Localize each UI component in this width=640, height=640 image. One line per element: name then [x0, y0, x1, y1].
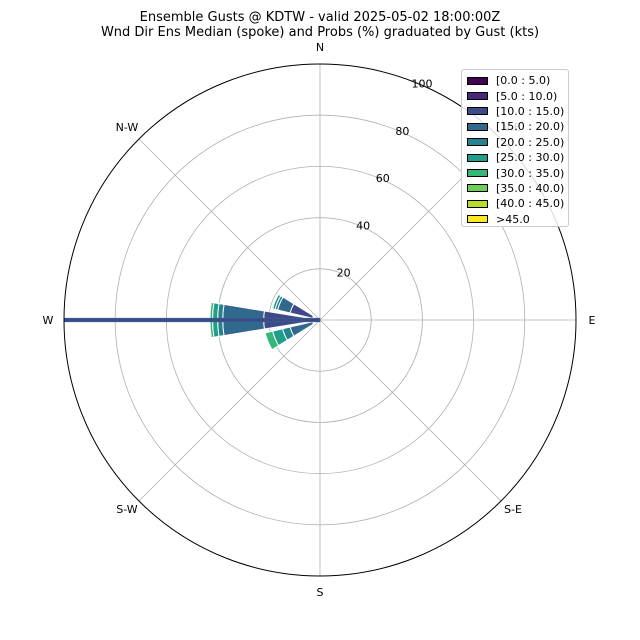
median-spoke-bar	[63, 317, 321, 323]
plot-frame	[63, 63, 577, 577]
legend-entry: [10.0 : 15.0)	[467, 104, 568, 119]
legend-label: [30.0 : 35.0)	[496, 166, 565, 180]
legend-swatch	[467, 138, 488, 147]
legend-label: [20.0 : 25.0)	[496, 135, 565, 149]
legend-entry: [5.0 : 10.0)	[467, 88, 568, 103]
legend: [0.0 : 5.0) [5.0 : 10.0) [10.0 : 15.0) [15.…	[461, 69, 569, 227]
direction-label-s-w: S-W	[116, 503, 138, 516]
direction-label-s: S	[317, 586, 324, 599]
radial-tick-labels: 20 40 60 80 100	[337, 77, 433, 279]
legend-swatch	[467, 215, 488, 224]
legend-swatch	[467, 76, 488, 85]
radial-tick-label-1: 40	[356, 219, 370, 232]
legend-label: [5.0 : 10.0)	[496, 89, 558, 103]
legend-entry: >45.0	[467, 212, 568, 227]
direction-label-n-w: N-W	[116, 121, 139, 134]
median-spoke	[63, 317, 321, 323]
legend-swatch	[467, 107, 488, 116]
sector-2-bin-3	[272, 293, 282, 311]
grid-spoke-5	[138, 319, 321, 502]
legend-swatch	[467, 169, 488, 178]
grid-spoke-7	[138, 138, 321, 321]
radial-tick-label-0: 20	[337, 267, 351, 280]
legend-label: [25.0 : 30.0)	[496, 151, 565, 165]
grid-spoke-3	[319, 319, 502, 502]
chart-title: Ensemble Gusts @ KDTW - valid 2025-05-02…	[0, 10, 640, 40]
legend-entry: [30.0 : 35.0)	[467, 165, 568, 180]
legend-swatch	[467, 92, 488, 101]
legend-swatch	[467, 153, 488, 162]
radial-tick-label-3: 80	[395, 125, 409, 138]
legend-label: [15.0 : 20.0)	[496, 120, 565, 134]
direction-label-w: W	[43, 314, 54, 327]
legend-label: [10.0 : 15.0)	[496, 104, 565, 118]
legend-label: [35.0 : 40.0)	[496, 181, 565, 195]
legend-entry: [0.0 : 5.0)	[467, 73, 568, 88]
direction-label-s-e: S-E	[504, 503, 522, 516]
legend-swatch	[467, 122, 488, 131]
title-line-2: Wnd Dir Ens Median (spoke) and Probs (%)…	[100, 24, 540, 40]
legend-swatch	[467, 184, 488, 193]
legend-entry: [15.0 : 20.0)	[467, 119, 568, 134]
legend-label: [40.0 : 45.0)	[496, 197, 565, 211]
radial-tick-label-2: 60	[376, 172, 390, 185]
direction-label-n: N	[316, 41, 324, 54]
direction-label-e: E	[589, 314, 596, 327]
legend-entry: [20.0 : 25.0)	[467, 135, 568, 150]
legend-entry: [40.0 : 45.0)	[467, 196, 568, 211]
title-line-1: Ensemble Gusts @ KDTW - valid 2025-05-02…	[139, 10, 501, 25]
legend-entry: [35.0 : 40.0)	[467, 181, 568, 196]
radial-tick-label-4: 100	[411, 77, 432, 90]
legend-label: [0.0 : 5.0)	[496, 74, 551, 88]
legend-entry: [25.0 : 30.0)	[467, 150, 568, 165]
sector-0-bin-3	[264, 330, 280, 351]
legend-label: >45.0	[496, 212, 530, 226]
legend-swatch	[467, 199, 488, 208]
